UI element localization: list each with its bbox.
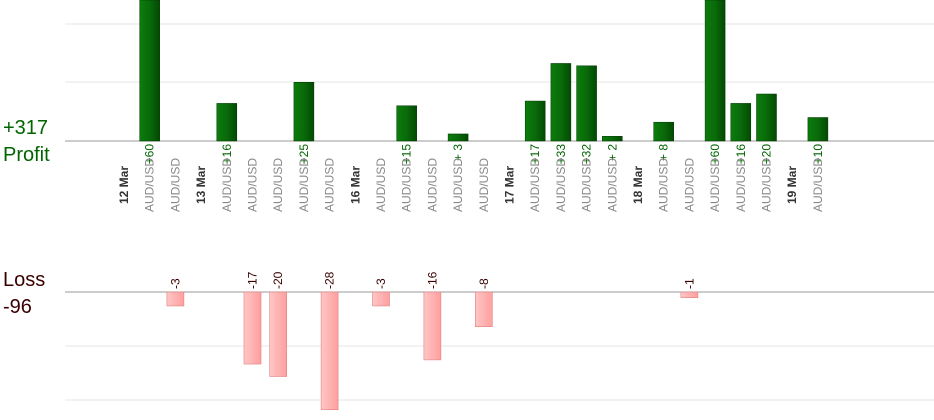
- pair-tick-label: AUD/USD: [374, 158, 388, 212]
- profit-bar: [293, 82, 315, 142]
- loss-bar: [474, 291, 493, 328]
- profit-value-label: +25: [297, 144, 311, 165]
- profit-total: +317: [3, 117, 49, 139]
- profit-bar: [756, 93, 777, 142]
- bars: [139, 0, 829, 410]
- profit-value-label: +32: [580, 144, 594, 165]
- profit-bar: [447, 133, 469, 142]
- loss-bar: [320, 291, 339, 410]
- profit-label: Profit: [3, 144, 50, 166]
- pair-tick-label: AUD/USD: [605, 158, 619, 212]
- x-tick-labels: 12 Mar AUD/USD AUD/USD 13 Mar AUD/USD AUD/USD…: [117, 158, 825, 212]
- loss-bar: [166, 291, 185, 307]
- loss-bar: [243, 291, 262, 365]
- profit-bar: [704, 0, 726, 142]
- profit-bar: [396, 105, 417, 142]
- loss-bar: [680, 291, 699, 298]
- date-tick-label: 13 Mar: [194, 166, 208, 204]
- loss-value-label: -17: [246, 271, 260, 289]
- date-tick-label: 16 Mar: [348, 166, 362, 204]
- loss-bar: [423, 291, 442, 361]
- pair-tick-label: AUD/USD: [657, 158, 671, 212]
- pair-tick-label: AUD/USD: [528, 158, 542, 212]
- profit-value-label: +16: [220, 144, 234, 165]
- pair-tick-label: AUD/USD: [168, 158, 182, 212]
- pair-tick-label: AUD/USD: [554, 158, 568, 212]
- date-tick-label: 12 Mar: [117, 166, 131, 204]
- profit-value-label: +60: [143, 144, 157, 165]
- loss-bar: [372, 291, 390, 307]
- gridlines: [65, 23, 934, 401]
- profit-value-label: + 3: [451, 144, 465, 161]
- profit-value-label: +15: [400, 144, 414, 165]
- loss-value-label: -3: [374, 278, 388, 289]
- profit-value-label: +33: [554, 144, 568, 165]
- profit-bar: [807, 117, 829, 142]
- loss-value-label: -8: [477, 278, 491, 289]
- loss-label: Loss: [3, 269, 46, 291]
- date-tick-label: 18 Mar: [631, 166, 645, 204]
- profit-value-label: + 8: [657, 144, 671, 161]
- pair-tick-label: AUD/USD: [477, 158, 491, 212]
- pair-tick-label: AUD/USD: [811, 158, 825, 212]
- pair-tick-label: AUD/USD: [246, 158, 260, 212]
- pair-tick-label: AUD/USD: [682, 158, 696, 212]
- pair-tick-label: AUD/USD: [734, 158, 748, 212]
- profit-value-label: +60: [708, 144, 722, 165]
- date-tick-label: 17 Mar: [503, 166, 517, 204]
- profit-bar: [602, 136, 623, 142]
- profit-value-label: + 2: [605, 144, 619, 161]
- loss-value-label: -3: [168, 278, 182, 289]
- pair-tick-label: AUD/USD: [708, 158, 722, 212]
- profit-bar: [653, 121, 674, 142]
- pair-tick-label: AUD/USD: [297, 158, 311, 212]
- date-tick-label: 19 Mar: [785, 166, 799, 204]
- pair-tick-label: AUD/USD: [451, 158, 465, 212]
- profit-bar: [139, 0, 160, 142]
- loss-value-label: -20: [271, 271, 285, 289]
- pair-tick-label: AUD/USD: [220, 158, 234, 212]
- profit-value-label: +17: [528, 144, 542, 165]
- loss-total: -96: [3, 296, 32, 318]
- profit-bar: [216, 103, 238, 142]
- pair-tick-label: AUD/USD: [425, 158, 439, 212]
- pair-tick-label: AUD/USD: [580, 158, 594, 212]
- loss-bar: [269, 291, 288, 377]
- pair-tick-label: AUD/USD: [323, 158, 337, 212]
- loss-value-label: -16: [425, 271, 439, 289]
- value-labels: +60 -3 +16 -17 -20 +25 -28 -3 +15 -16 + 3 -8 +17 +33 +…: [143, 144, 825, 289]
- profit-bar: [730, 103, 752, 142]
- profit-bar: [550, 63, 572, 142]
- profit-value-label: +10: [811, 144, 825, 165]
- pair-tick-label: AUD/USD: [760, 158, 774, 212]
- profit-bar: [576, 65, 597, 142]
- pair-tick-label: AUD/USD: [271, 158, 285, 212]
- profit-value-label: +20: [760, 144, 774, 165]
- profit-value-label: +16: [734, 144, 748, 165]
- loss-value-label: -1: [682, 278, 696, 289]
- profit-bar: [524, 100, 546, 142]
- pair-tick-label: AUD/USD: [143, 158, 157, 212]
- loss-value-label: -28: [323, 271, 337, 289]
- pair-tick-label: AUD/USD: [400, 158, 414, 212]
